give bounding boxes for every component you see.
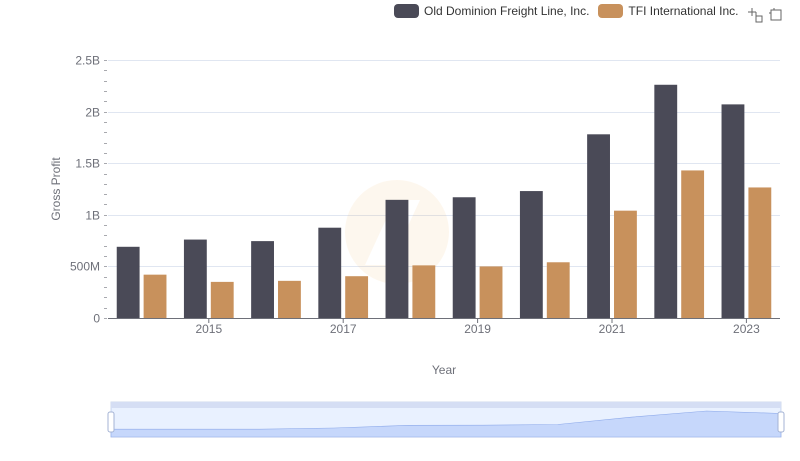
data-zoom-slider[interactable] [107, 401, 785, 438]
bar-odfl-2023[interactable] [721, 104, 745, 318]
bar-tfi-2020[interactable] [546, 262, 570, 318]
legend-label: TFI International Inc. [628, 4, 739, 18]
toolbox [747, 7, 789, 23]
bar-odfl-2022[interactable] [654, 84, 678, 318]
y-tick-label: 1B [85, 209, 100, 223]
x-tick-label: 2019 [464, 322, 491, 336]
bar-odfl-2021[interactable] [587, 134, 610, 318]
slider-selection [111, 408, 781, 437]
y-tick-label: 500M [70, 260, 100, 274]
bar-odfl-2017[interactable] [318, 227, 342, 318]
legend-swatch [598, 4, 624, 18]
x-axis-title: Year [432, 363, 456, 377]
bar-odfl-2014[interactable] [116, 246, 140, 318]
x-tick-label: 2023 [733, 322, 760, 336]
bar-tfi-2017[interactable] [345, 276, 369, 318]
restore-icon[interactable] [768, 7, 784, 23]
slider-right-handle[interactable] [777, 411, 785, 433]
y-tick-label: 0 [93, 312, 100, 326]
y-axis-title: Gross Profit [49, 157, 63, 221]
bar-tfi-2018[interactable] [412, 265, 436, 318]
bar-odfl-2016[interactable] [251, 241, 274, 318]
y-tick-label: 2.5B [75, 54, 100, 68]
bar-tfi-2023[interactable] [748, 187, 772, 318]
bar-odfl-2015[interactable] [183, 239, 207, 318]
zoom-icon[interactable] [747, 7, 763, 23]
legend: Old Dominion Freight Line, Inc. TFI Inter… [394, 4, 747, 18]
legend-item-1[interactable]: Old Dominion Freight Line, Inc. [394, 4, 589, 18]
legend-item-2[interactable]: TFI International Inc. [598, 4, 738, 18]
bar-tfi-2014[interactable] [143, 274, 167, 318]
bar-tfi-2022[interactable] [681, 170, 705, 318]
legend-swatch [394, 4, 419, 18]
slider-top-bar[interactable] [111, 402, 781, 408]
slider-left-handle[interactable] [107, 411, 115, 433]
legend-label: Old Dominion Freight Line, Inc. [424, 4, 590, 18]
bar-tfi-2019[interactable] [479, 266, 503, 318]
bar-odfl-2019[interactable] [452, 197, 476, 318]
bars [116, 84, 772, 318]
y-tick-label: 1.5B [75, 157, 100, 171]
bar-odfl-2020[interactable] [519, 191, 543, 318]
bar-tfi-2016[interactable] [278, 280, 301, 318]
x-tick-label: 2021 [599, 322, 626, 336]
bar-tfi-2021[interactable] [614, 210, 637, 318]
bar-tfi-2015[interactable] [210, 281, 234, 318]
x-tick-label: 2015 [195, 322, 222, 336]
y-axis-ticks: 0 500M 1B 1.5B 2B 2.5B [70, 54, 107, 326]
y-tick-label: 2B [85, 106, 100, 120]
x-tick-label: 2017 [330, 322, 357, 336]
x-axis-ticks: 2015 2017 2019 2021 2023 [195, 318, 760, 336]
bar-odfl-2018[interactable] [385, 199, 409, 318]
